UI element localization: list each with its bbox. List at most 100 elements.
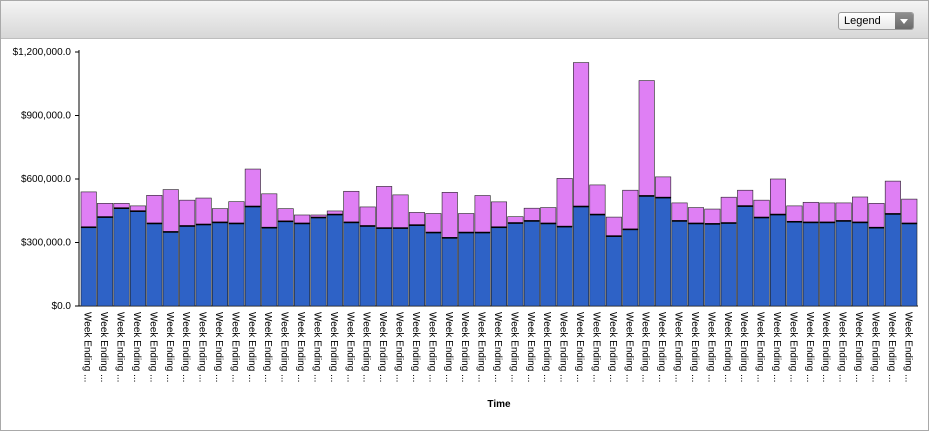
bar-segment-top[interactable] — [720, 196, 737, 224]
bar-segment-bottom[interactable] — [802, 222, 819, 307]
bar-segment-bottom[interactable] — [720, 222, 737, 307]
bar-segment-top[interactable] — [261, 193, 278, 228]
bar-segment-top[interactable] — [277, 208, 294, 222]
bar-segment-top[interactable] — [507, 216, 524, 224]
bar-segment-top[interactable] — [753, 199, 770, 218]
bar-segment-bottom[interactable] — [392, 227, 409, 307]
bar-segment-bottom[interactable] — [819, 222, 836, 307]
bar-segment-top[interactable] — [359, 206, 376, 227]
bar-segment-top[interactable] — [179, 199, 196, 227]
chevron-down-icon[interactable] — [895, 13, 913, 29]
bar-segment-top[interactable] — [638, 80, 655, 197]
bar-segment-bottom[interactable] — [441, 237, 458, 307]
bar-segment-bottom[interactable] — [605, 235, 622, 307]
bar-segment-top[interactable] — [80, 191, 97, 228]
bar-segment-top[interactable] — [490, 201, 508, 228]
bar-segment-top[interactable] — [540, 207, 557, 224]
bar-segment-top[interactable] — [228, 201, 245, 224]
bar-segment-bottom[interactable] — [638, 195, 655, 307]
bar-segment-top[interactable] — [589, 184, 606, 215]
bar-segment-bottom[interactable] — [425, 232, 442, 307]
bar-segment-bottom[interactable] — [901, 223, 918, 307]
bar-segment-top[interactable] — [605, 216, 622, 237]
bar-segment-top[interactable] — [211, 208, 229, 223]
bar-segment-bottom[interactable] — [868, 227, 885, 307]
bar-segment-bottom[interactable] — [408, 224, 425, 307]
bar-segment-bottom[interactable] — [129, 210, 146, 307]
bar-segment-bottom[interactable] — [474, 232, 491, 307]
bar-segment-bottom[interactable] — [589, 214, 606, 307]
bar-segment-bottom[interactable] — [162, 231, 179, 307]
bar-segment-bottom[interactable] — [294, 223, 311, 307]
bar-segment-top[interactable] — [819, 202, 836, 223]
bar-segment-bottom[interactable] — [884, 213, 901, 307]
bar-segment-top[interactable] — [244, 168, 261, 207]
bar-segment-bottom[interactable] — [704, 223, 721, 307]
bar-segment-bottom[interactable] — [687, 223, 704, 307]
bar-segment-top[interactable] — [868, 203, 885, 228]
bar-segment-top[interactable] — [97, 203, 114, 218]
bar-segment-bottom[interactable] — [556, 226, 573, 307]
legend-dropdown[interactable]: Legend — [838, 12, 914, 30]
bar-segment-bottom[interactable] — [490, 226, 508, 307]
bar-segment-bottom[interactable] — [113, 207, 130, 307]
bar-segment-top[interactable] — [474, 195, 491, 233]
bar-segment-bottom[interactable] — [80, 226, 97, 307]
bar-segment-top[interactable] — [573, 62, 590, 207]
bar-segment-bottom[interactable] — [359, 225, 376, 307]
bar-segment-bottom[interactable] — [211, 222, 229, 307]
bar-segment-bottom[interactable] — [507, 222, 524, 307]
bar-segment-top[interactable] — [294, 214, 311, 224]
bar-segment-bottom[interactable] — [261, 227, 278, 307]
bar-segment-top[interactable] — [523, 207, 540, 222]
bar-segment-top[interactable] — [802, 201, 819, 223]
bar-segment-bottom[interactable] — [786, 221, 803, 307]
bar-segment-bottom[interactable] — [655, 197, 672, 307]
bar-segment-top[interactable] — [392, 194, 409, 229]
bar-segment-bottom[interactable] — [737, 205, 754, 307]
bar-segment-top[interactable] — [622, 189, 639, 230]
bar-segment-top[interactable] — [425, 213, 442, 233]
bar-segment-bottom[interactable] — [146, 223, 163, 307]
bar-segment-top[interactable] — [343, 190, 360, 223]
bar-segment-bottom[interactable] — [179, 225, 196, 307]
bar-segment-bottom[interactable] — [835, 220, 852, 307]
bar-segment-bottom[interactable] — [671, 220, 688, 307]
bar-segment-bottom[interactable] — [376, 227, 393, 307]
bar-segment-bottom[interactable] — [195, 224, 212, 307]
bar-segment-top[interactable] — [655, 176, 672, 198]
bar-segment-top[interactable] — [556, 178, 573, 227]
bar-segment-top[interactable] — [441, 192, 458, 239]
bar-segment-top[interactable] — [769, 178, 787, 215]
bar-segment-top[interactable] — [687, 207, 704, 224]
bar-segment-top[interactable] — [162, 189, 179, 233]
bar-segment-top[interactable] — [835, 202, 852, 222]
bar-segment-top[interactable] — [737, 189, 754, 207]
bar-segment-bottom[interactable] — [769, 214, 787, 307]
bar-segment-bottom[interactable] — [228, 223, 245, 307]
bar-segment-top[interactable] — [195, 197, 212, 225]
bar-segment-top[interactable] — [786, 205, 803, 223]
bar-segment-bottom[interactable] — [852, 222, 869, 307]
bar-segment-top[interactable] — [376, 186, 393, 229]
bar-segment-bottom[interactable] — [523, 220, 540, 307]
bar-segment-top[interactable] — [884, 180, 901, 215]
bar-segment-top[interactable] — [852, 196, 869, 223]
bar-segment-top[interactable] — [408, 212, 425, 226]
bar-segment-top[interactable] — [901, 198, 918, 224]
bar-segment-bottom[interactable] — [573, 206, 590, 307]
bar-segment-bottom[interactable] — [244, 206, 261, 307]
bar-segment-bottom[interactable] — [277, 221, 294, 307]
bar-segment-bottom[interactable] — [540, 223, 557, 307]
bar-segment-bottom[interactable] — [753, 217, 770, 307]
bar-segment-top[interactable] — [671, 202, 688, 222]
bar-segment-bottom[interactable] — [326, 214, 343, 307]
bar-segment-bottom[interactable] — [343, 222, 360, 307]
bar-segment-top[interactable] — [704, 208, 721, 225]
bar-segment-top[interactable] — [146, 194, 163, 224]
bar-segment-top[interactable] — [458, 213, 475, 233]
bar-segment-bottom[interactable] — [622, 229, 639, 307]
bar-segment-bottom[interactable] — [310, 217, 327, 307]
bar-segment-bottom[interactable] — [458, 232, 475, 307]
bar-segment-bottom[interactable] — [97, 216, 114, 307]
